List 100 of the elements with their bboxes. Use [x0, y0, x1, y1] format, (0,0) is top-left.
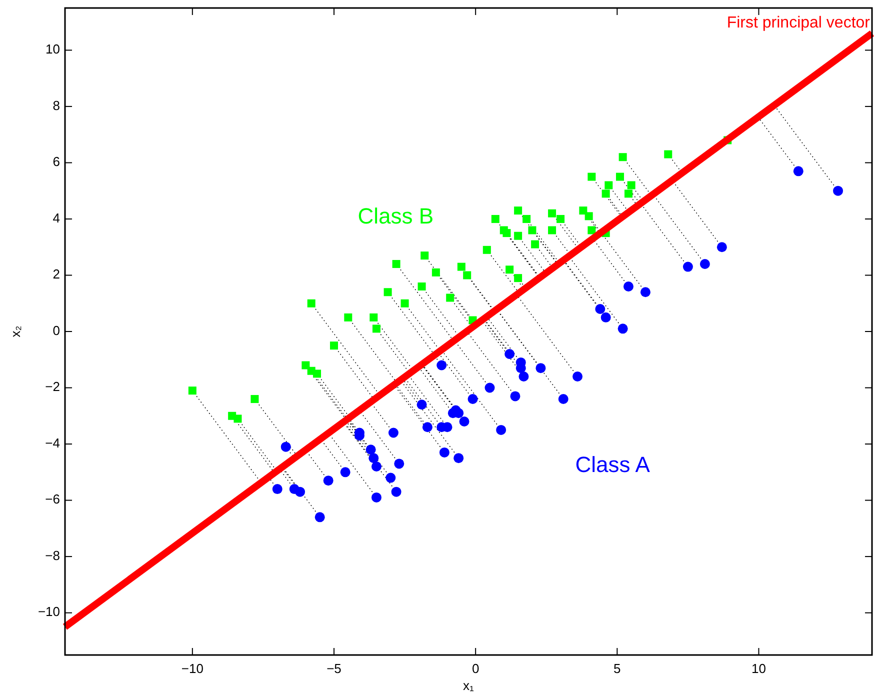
point — [514, 274, 522, 282]
y-tick-label: −8 — [45, 548, 60, 563]
point — [514, 232, 522, 240]
point — [234, 414, 242, 423]
point — [422, 422, 432, 432]
y-tick-label: −6 — [45, 492, 60, 507]
point — [572, 372, 583, 382]
point — [536, 363, 546, 374]
point — [640, 287, 650, 298]
point — [454, 453, 464, 464]
point — [528, 226, 536, 234]
point — [384, 288, 392, 296]
x-tick-label: −10 — [181, 661, 204, 676]
point — [368, 453, 379, 464]
point — [522, 214, 531, 223]
point — [295, 486, 306, 497]
point — [188, 386, 196, 395]
y-tick-label: −2 — [45, 379, 60, 394]
point — [388, 428, 398, 438]
x-tick-label: 5 — [614, 661, 621, 676]
point — [793, 166, 804, 176]
point — [627, 181, 636, 190]
point — [623, 281, 634, 292]
y-tick-label: −4 — [45, 435, 60, 450]
point — [392, 260, 400, 268]
point — [618, 324, 628, 334]
point — [595, 304, 606, 314]
point — [418, 282, 426, 290]
point — [366, 444, 376, 455]
point — [463, 271, 472, 280]
point — [618, 153, 627, 162]
point — [420, 252, 429, 260]
point — [344, 313, 352, 322]
point — [370, 313, 378, 322]
point — [548, 209, 556, 218]
point — [400, 299, 409, 308]
point — [250, 395, 259, 404]
series-label: Class B — [358, 203, 434, 228]
point — [314, 512, 325, 522]
point — [664, 150, 672, 158]
point — [386, 472, 396, 483]
point — [558, 394, 568, 404]
point — [514, 206, 522, 215]
point — [491, 214, 500, 223]
point — [588, 226, 596, 234]
point — [302, 361, 310, 370]
point — [439, 447, 450, 458]
point — [716, 242, 727, 252]
point — [602, 190, 610, 198]
series-label: First principal vector — [726, 14, 871, 32]
point — [394, 458, 404, 469]
point — [700, 258, 710, 269]
point — [556, 214, 565, 223]
point — [833, 186, 844, 196]
point — [600, 312, 611, 322]
y-tick-label: 4 — [52, 210, 60, 226]
point — [459, 416, 470, 427]
x-tick-label: 0 — [472, 661, 480, 676]
y-tick-label: 6 — [52, 154, 60, 170]
point — [496, 424, 506, 435]
y-axis-title: x₂ — [8, 326, 23, 338]
y-tick-label: 0 — [52, 322, 60, 338]
point — [616, 172, 624, 181]
point — [531, 240, 540, 248]
y-tick-label: 2 — [52, 266, 60, 282]
point — [682, 262, 693, 272]
point — [504, 349, 515, 360]
point — [372, 324, 380, 333]
point — [579, 206, 588, 215]
point — [323, 476, 334, 486]
point — [548, 226, 556, 234]
y-tick-label: 10 — [46, 42, 60, 57]
x-tick-label: −5 — [326, 661, 342, 676]
x-tick-label: 10 — [752, 661, 766, 676]
point — [436, 360, 447, 370]
point — [484, 382, 495, 393]
y-tick-label: 8 — [52, 98, 60, 113]
point — [371, 492, 382, 502]
point — [468, 394, 478, 404]
point — [482, 246, 491, 254]
point — [330, 342, 338, 350]
point — [313, 370, 322, 378]
point — [624, 190, 632, 198]
point — [506, 266, 514, 274]
point — [518, 372, 529, 382]
point — [391, 486, 402, 497]
point — [457, 262, 466, 271]
point — [446, 294, 454, 302]
point — [280, 442, 291, 452]
point — [416, 400, 427, 410]
point — [272, 484, 282, 494]
x-axis-title: x₁ — [463, 678, 475, 693]
point — [432, 268, 440, 276]
y-tick-label: −10 — [38, 604, 60, 620]
point — [340, 467, 350, 478]
point — [307, 299, 316, 308]
point — [510, 391, 520, 402]
point — [584, 212, 593, 220]
point — [371, 462, 382, 472]
text: Class A — [575, 452, 650, 477]
